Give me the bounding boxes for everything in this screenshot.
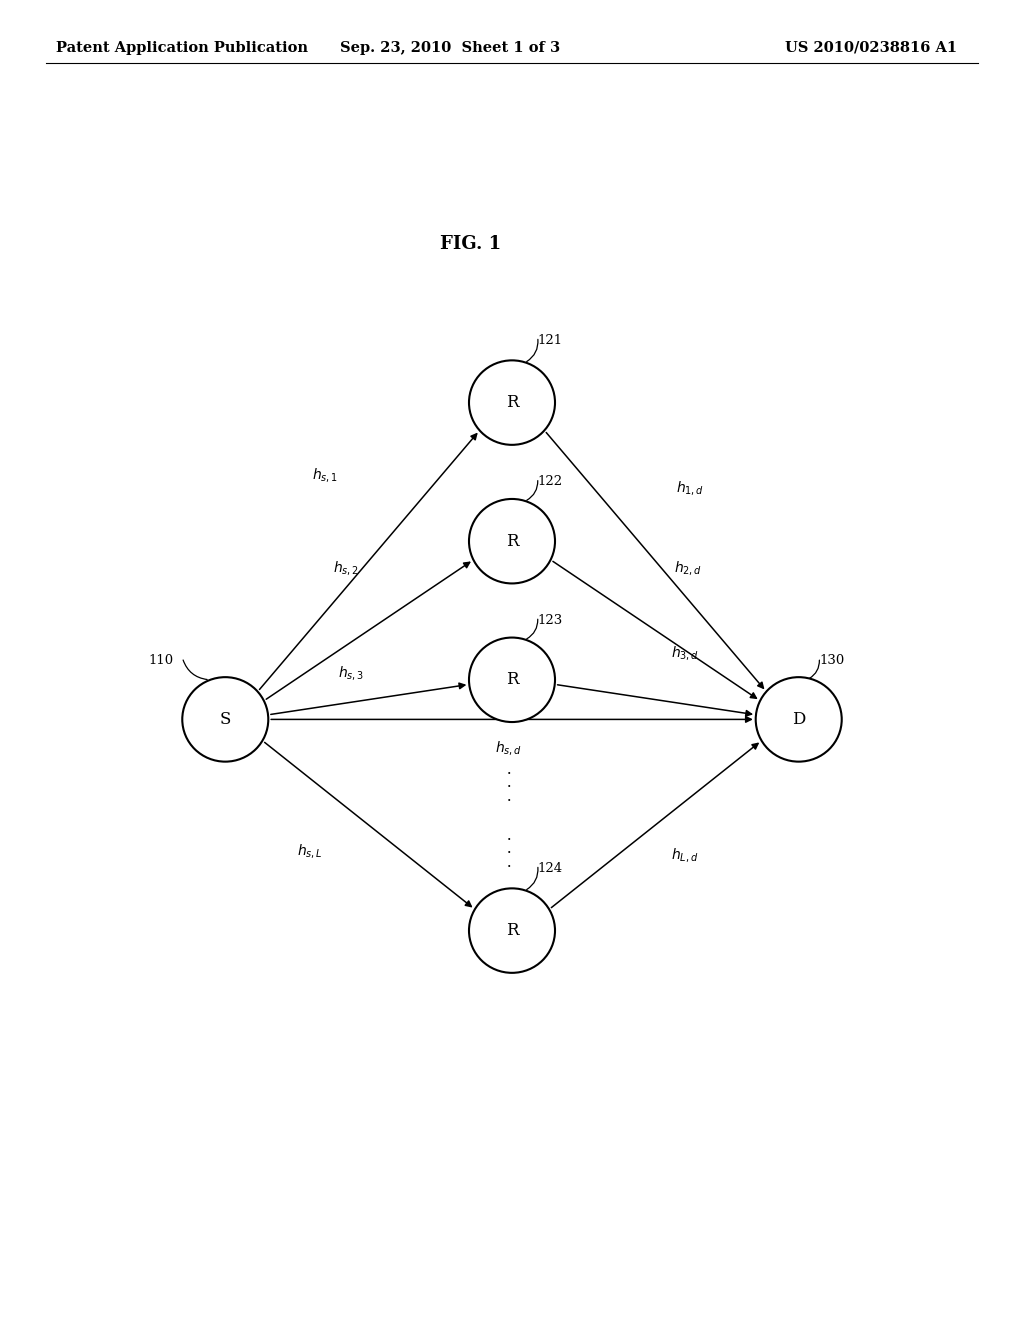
FancyArrowPatch shape bbox=[259, 434, 477, 689]
Text: R: R bbox=[506, 672, 518, 688]
Text: $h_{s,d}$: $h_{s,d}$ bbox=[496, 739, 522, 758]
Ellipse shape bbox=[469, 638, 555, 722]
FancyArrowPatch shape bbox=[183, 660, 207, 680]
FancyArrowPatch shape bbox=[526, 339, 538, 362]
Text: D: D bbox=[792, 711, 806, 727]
FancyArrowPatch shape bbox=[809, 660, 819, 678]
FancyArrowPatch shape bbox=[553, 561, 757, 698]
Ellipse shape bbox=[469, 499, 555, 583]
FancyArrowPatch shape bbox=[264, 742, 471, 907]
Text: 121: 121 bbox=[538, 334, 563, 347]
Text: $\bullet$: $\bullet$ bbox=[506, 834, 512, 842]
FancyArrowPatch shape bbox=[270, 684, 465, 714]
FancyArrowPatch shape bbox=[551, 743, 758, 908]
Text: Patent Application Publication: Patent Application Publication bbox=[56, 41, 308, 54]
Ellipse shape bbox=[182, 677, 268, 762]
Text: $\bullet$: $\bullet$ bbox=[506, 781, 512, 789]
FancyArrowPatch shape bbox=[526, 867, 538, 890]
Text: FIG. 1: FIG. 1 bbox=[440, 235, 502, 253]
FancyArrowPatch shape bbox=[526, 480, 538, 500]
Text: $h_{s,2}$: $h_{s,2}$ bbox=[333, 558, 358, 577]
Text: $\bullet$: $\bullet$ bbox=[506, 861, 512, 869]
Text: 130: 130 bbox=[819, 653, 845, 667]
Ellipse shape bbox=[469, 360, 555, 445]
Text: $h_{s,3}$: $h_{s,3}$ bbox=[338, 664, 365, 682]
Text: $h_{L,d}$: $h_{L,d}$ bbox=[671, 846, 698, 865]
Text: $h_{3,d}$: $h_{3,d}$ bbox=[671, 644, 699, 663]
Text: $h_{s,L}$: $h_{s,L}$ bbox=[297, 842, 323, 861]
Ellipse shape bbox=[469, 888, 555, 973]
Text: 123: 123 bbox=[538, 614, 563, 627]
Text: Sep. 23, 2010  Sheet 1 of 3: Sep. 23, 2010 Sheet 1 of 3 bbox=[341, 41, 560, 54]
Text: R: R bbox=[506, 395, 518, 411]
Text: $h_{1,d}$: $h_{1,d}$ bbox=[676, 479, 705, 498]
FancyArrowPatch shape bbox=[266, 562, 470, 700]
Text: $\bullet$: $\bullet$ bbox=[506, 768, 512, 776]
Text: $\bullet$: $\bullet$ bbox=[506, 847, 512, 855]
FancyArrowPatch shape bbox=[526, 619, 538, 639]
Text: US 2010/0238816 A1: US 2010/0238816 A1 bbox=[785, 41, 957, 54]
Ellipse shape bbox=[756, 677, 842, 762]
Text: $h_{2,d}$: $h_{2,d}$ bbox=[674, 558, 702, 577]
FancyArrowPatch shape bbox=[557, 685, 752, 715]
Text: 124: 124 bbox=[538, 862, 563, 875]
Text: $h_{s,1}$: $h_{s,1}$ bbox=[312, 466, 338, 484]
Text: 122: 122 bbox=[538, 475, 563, 488]
FancyArrowPatch shape bbox=[546, 433, 764, 688]
Text: $\bullet$: $\bullet$ bbox=[506, 795, 512, 803]
Text: R: R bbox=[506, 533, 518, 549]
Text: R: R bbox=[506, 923, 518, 939]
FancyArrowPatch shape bbox=[271, 717, 752, 722]
Text: S: S bbox=[219, 711, 231, 727]
Text: 110: 110 bbox=[148, 653, 174, 667]
